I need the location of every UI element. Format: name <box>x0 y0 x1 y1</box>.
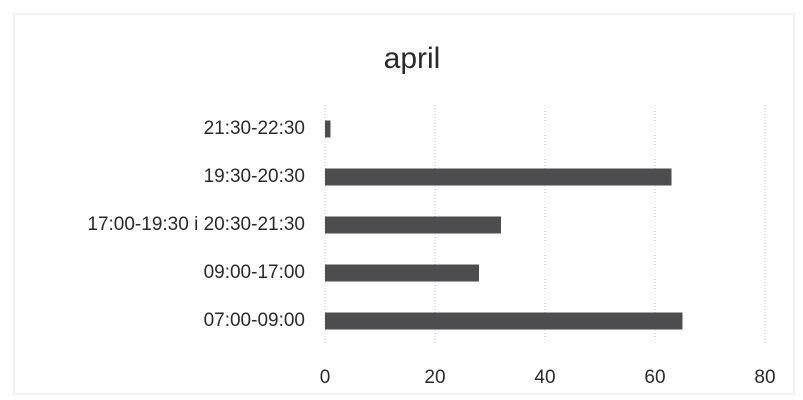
y-tick-label: 07:00-09:00 <box>204 310 305 331</box>
x-tick-label: 80 <box>754 367 775 388</box>
bar <box>325 264 479 282</box>
x-tick-label: 20 <box>424 367 445 388</box>
bar <box>325 216 501 234</box>
x-tick-label: 60 <box>644 367 665 388</box>
bar <box>325 168 672 186</box>
bar <box>325 312 683 330</box>
y-tick-label: 19:30-20:30 <box>204 166 305 187</box>
chart-title: april <box>384 42 441 75</box>
x-tick-label: 0 <box>320 367 331 388</box>
bar <box>325 120 331 138</box>
y-tick-label: 09:00-17:00 <box>204 262 305 283</box>
x-tick-label: 40 <box>534 367 555 388</box>
y-tick-label: 17:00-19:30 i 20:30-21:30 <box>87 214 305 235</box>
chart-frame <box>13 13 795 395</box>
y-tick-label: 21:30-22:30 <box>204 118 305 139</box>
